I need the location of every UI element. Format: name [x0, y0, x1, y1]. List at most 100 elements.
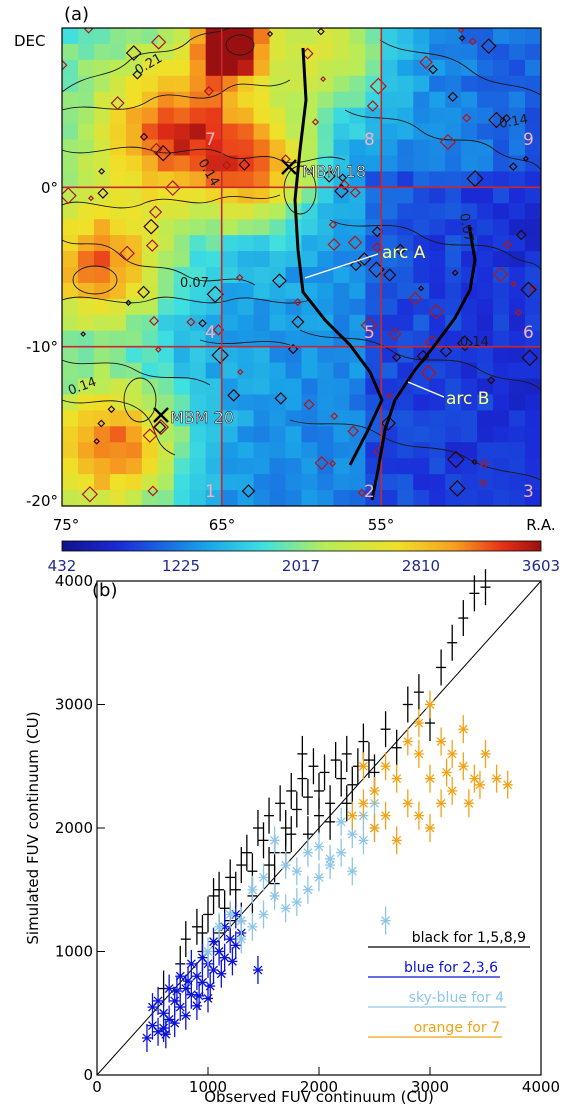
heatmap-cell: [173, 458, 191, 475]
region-number-1: 1: [205, 482, 216, 502]
heatmap-cell: [349, 43, 366, 61]
heatmap-cell: [509, 442, 526, 459]
heatmap-cell: [445, 59, 462, 77]
source-diamond: [334, 183, 349, 199]
heatmap-cell: [333, 298, 350, 316]
source-diamond: [186, 317, 196, 327]
heatmap-cell: [221, 59, 239, 77]
source-diamond: [488, 111, 505, 129]
source-diamond: [147, 485, 159, 497]
heatmap-cell: [461, 203, 478, 220]
data-point: [447, 739, 458, 768]
heatmap-cell: [62, 282, 79, 300]
heatmap-cell: [125, 59, 143, 77]
source-diamond: [380, 415, 397, 431]
region-number-5: 5: [364, 323, 375, 343]
heatmap-cell: [477, 187, 494, 204]
heatmap-cell: [237, 458, 255, 475]
heatmap-cell: [253, 28, 271, 45]
heatmap-cell: [93, 123, 111, 141]
heatmap-cell: [301, 394, 319, 411]
heatmap-cell: [62, 474, 79, 491]
heatmap-cell: [125, 298, 143, 316]
heatmap-cell: [493, 474, 510, 491]
heatmap-cell: [221, 28, 239, 45]
contour-label: 0.14: [460, 335, 489, 350]
heatmap-cell: [285, 59, 303, 77]
heatmap-cell: [62, 219, 79, 236]
heatmap-cell: [221, 410, 239, 427]
heatmap-cell: [317, 362, 335, 380]
heatmap-cell: [461, 314, 478, 332]
heatmap-cell: [62, 362, 79, 380]
heatmap-cell: [205, 251, 223, 268]
heatmap-cell: [509, 298, 526, 316]
heatmap-cell: [333, 442, 350, 459]
heatmap-cell: [205, 107, 223, 125]
heatmap-cell: [413, 426, 430, 443]
data-point: [197, 943, 208, 972]
heatmap-cell: [413, 394, 430, 411]
heatmap-cell: [365, 43, 382, 61]
x-tick-label: 2000: [300, 1078, 338, 1096]
data-point: [358, 752, 369, 781]
heatmap-cell: [221, 107, 239, 125]
heatmap-cell: [109, 458, 127, 475]
heatmap-cell: [221, 426, 239, 443]
heatmap-cell: [141, 267, 159, 284]
heatmap-cell: [413, 378, 430, 396]
heatmap-cell: [205, 267, 223, 284]
colorbar-ticks: 432 1225 2017 2810 3603: [48, 557, 560, 575]
source-diamond: [80, 331, 87, 337]
heatmap-cell: [397, 426, 414, 443]
heatmap-cell: [413, 410, 430, 427]
colorbar-tick-label: 1225: [162, 557, 200, 575]
data-point: [297, 735, 308, 772]
source-diamond: [148, 205, 163, 219]
heatmap-cell: [317, 219, 335, 236]
x-tick-label: 1000: [189, 1078, 227, 1096]
heatmap-cell: [477, 426, 494, 443]
arc-b-path: [370, 224, 477, 501]
data-point: [264, 797, 275, 834]
y-tick-label: -20°: [26, 492, 58, 510]
heatmap-cell: [349, 378, 366, 396]
heatmap-cell: [413, 59, 430, 77]
heatmap-cell: [381, 251, 398, 268]
heatmap-cell: [397, 219, 414, 236]
heatmap-cell: [397, 43, 414, 61]
heatmap-cell: [173, 59, 191, 77]
heatmap-cell: [269, 59, 287, 77]
heatmap-cell: [157, 235, 175, 252]
source-diamond: [132, 69, 143, 80]
heatmap-cell: [525, 123, 541, 141]
source-diamonds: [62, 28, 539, 503]
heatmap-cell: [109, 474, 127, 491]
heatmap-cell: [125, 75, 143, 93]
heatmap-cell: [477, 75, 494, 93]
heatmap-cell: [477, 155, 494, 172]
heatmap-cell: [397, 59, 414, 77]
heatmap-cell: [189, 43, 207, 61]
data-point: [436, 789, 447, 818]
source-diamond: [510, 280, 517, 288]
heatmap-cell: [285, 410, 303, 427]
heatmap-cell: [349, 490, 366, 506]
data-point: [425, 690, 435, 719]
heatmap-cell: [125, 219, 143, 236]
heatmap-cell: [189, 346, 207, 364]
heatmap-cell: [429, 314, 446, 332]
data-point: [264, 847, 275, 884]
heatmap-cell: [397, 251, 414, 268]
heatmap-cell: [413, 155, 430, 172]
heatmap-cell: [333, 267, 350, 284]
heatmap-cell: [189, 282, 207, 300]
data-point: [319, 754, 330, 791]
dec-axis-label: DEC: [14, 32, 46, 50]
heatmap-cell: [253, 394, 271, 411]
heatmap-cell: [141, 59, 159, 77]
heatmap-cell: [365, 107, 382, 125]
heatmap-cell: [173, 203, 191, 220]
heatmap-cell: [221, 298, 239, 316]
data-point: [291, 888, 302, 917]
